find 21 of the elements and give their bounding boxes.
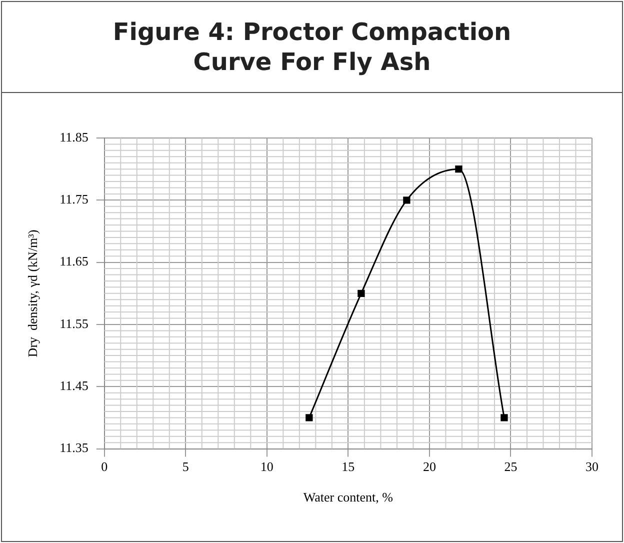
x-tick-label: 5: [182, 459, 189, 474]
x-tick-label: 30: [586, 459, 598, 474]
point: [358, 290, 365, 297]
y-tick-label: 11.85: [60, 129, 88, 144]
x-tick-label: 0: [101, 459, 108, 474]
x-axis-title: Water content, %: [303, 490, 394, 505]
point: [403, 196, 410, 204]
x-tick-label: 20: [422, 459, 436, 474]
x-tick-label: 25: [504, 459, 518, 474]
y-tick-label: 11.75: [60, 192, 88, 207]
chart-title: Figure 4: Proctor Compaction Curve For Fly Ash: [2, 2, 622, 93]
point: [455, 166, 462, 173]
point: [500, 414, 508, 422]
point: [306, 414, 313, 422]
y-tick-label: 11.35: [60, 440, 88, 456]
y-axis-title: Dry density, γd (kN/m³): [25, 230, 40, 358]
y-tick-label: 11.65: [60, 254, 88, 269]
x-tick-label: 15: [342, 459, 355, 474]
y-tick-label: 11.45: [60, 378, 88, 394]
y-tick-label: 11.55: [60, 316, 88, 331]
x-tick-label: 10: [260, 459, 274, 474]
